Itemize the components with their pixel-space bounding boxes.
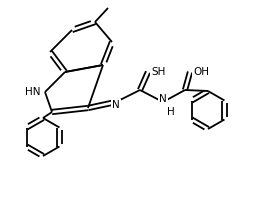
Text: SH: SH [151, 67, 165, 77]
Text: OH: OH [193, 67, 209, 77]
Text: H: H [167, 107, 175, 117]
Text: N: N [159, 94, 167, 104]
Text: HN: HN [25, 87, 40, 97]
Text: N: N [112, 100, 120, 110]
